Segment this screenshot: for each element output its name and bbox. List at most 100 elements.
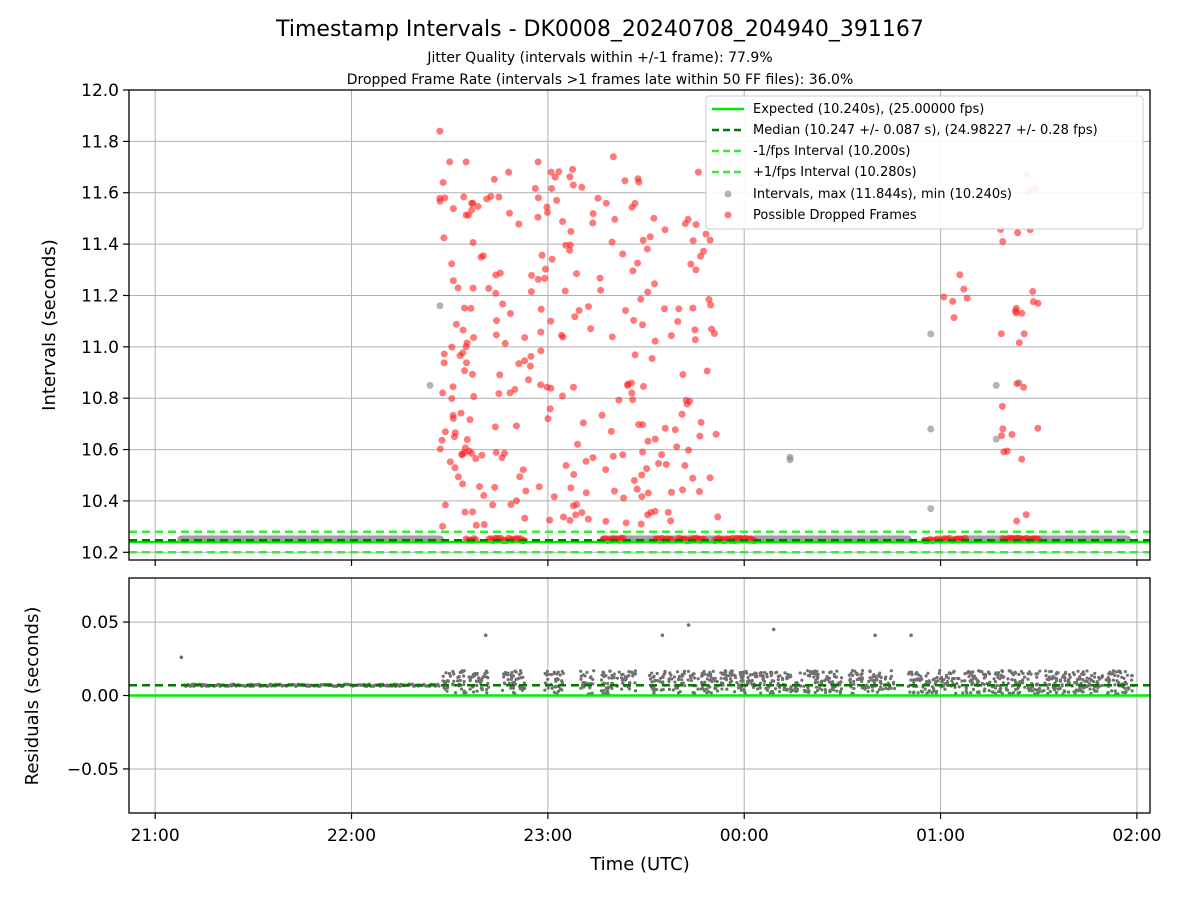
residual-point: [813, 690, 817, 695]
residual-point: [506, 677, 510, 682]
dropped-frame-point: [644, 288, 652, 296]
residual-point: [949, 672, 953, 676]
residual-point: [709, 691, 713, 695]
residual-point: [772, 679, 776, 683]
residual-point: [724, 670, 728, 674]
residual-point: [1111, 678, 1115, 682]
dropped-frame-point: [582, 489, 590, 497]
dropped-frame-point: [631, 351, 639, 359]
residual-point: [579, 669, 583, 673]
dropped-frame-point: [480, 491, 488, 499]
dropped-frame-point: [679, 486, 687, 494]
dropped-frame-point: [611, 215, 619, 223]
residual-point: [815, 688, 820, 693]
residual-point: [746, 675, 750, 679]
residual-point: [506, 671, 510, 675]
residual-point: [1061, 675, 1065, 679]
interval-point: [927, 425, 935, 433]
residual-point: [969, 691, 973, 695]
residual-point: [620, 687, 624, 691]
dropped-frame-point: [449, 205, 457, 213]
residual-point: [716, 689, 720, 693]
residual-point: [460, 670, 464, 674]
residual-point: [866, 689, 870, 694]
residual-point: [1046, 686, 1050, 690]
residual-point: [633, 689, 638, 693]
residual-point: [924, 674, 928, 678]
residual-point: [592, 669, 596, 673]
residual-point: [934, 691, 938, 695]
residual-point: [932, 677, 936, 681]
residual-point: [1030, 689, 1034, 693]
residual-point: [964, 686, 968, 690]
residual-point: [823, 679, 827, 683]
residual-point: [671, 688, 675, 692]
dropped-frame-point: [602, 199, 610, 207]
dropped-frame-point: [506, 209, 514, 217]
residual-point: [462, 679, 466, 684]
dropped-frame-point: [449, 411, 457, 419]
residual-point: [705, 687, 709, 691]
dropped-frame-point: [648, 355, 656, 363]
residual-point: [1096, 686, 1100, 690]
dropped-frame-point: [441, 501, 449, 509]
dropped-frame-point: [561, 287, 569, 295]
dropped-frame-point: [691, 336, 699, 344]
residual-point: [940, 680, 944, 684]
dropped-frame-point: [643, 465, 651, 473]
residual-point: [1026, 672, 1030, 676]
residual-point: [1074, 688, 1078, 692]
residual-point: [998, 677, 1002, 681]
residual-point: [923, 687, 927, 691]
residual-point: [585, 670, 589, 674]
residual-point: [781, 678, 785, 682]
residual-point: [546, 677, 550, 681]
residual-point: [912, 690, 916, 694]
residual-point: [514, 677, 518, 681]
residual-point: [971, 674, 975, 678]
dropped-frame-point: [469, 508, 477, 516]
residual-point: [919, 689, 923, 693]
residual-point: [859, 673, 863, 677]
residual-point: [835, 669, 839, 673]
dropped-frame-point: [655, 460, 663, 468]
dropped-frame-point: [490, 175, 498, 183]
residual-point: [847, 673, 851, 677]
residual-point: [927, 680, 931, 684]
residual-point: [964, 688, 968, 693]
residual-point: [692, 672, 696, 676]
dropped-frame-point: [479, 252, 487, 260]
residual-point: [875, 690, 880, 694]
dropped-frame-point: [574, 440, 582, 448]
intervals-y-tick-label: 11.8: [81, 132, 119, 152]
residual-point: [1104, 678, 1108, 682]
residual-point: [610, 673, 614, 678]
residual-point: [884, 686, 888, 691]
residual-point: [774, 671, 778, 675]
residual-point: [1017, 672, 1021, 677]
residual-point: [798, 671, 802, 675]
residual-point: [658, 680, 662, 684]
residual-point: [1123, 669, 1128, 674]
residual-point: [686, 669, 691, 673]
residual-point: [875, 678, 879, 682]
dropped-frame-point: [1013, 517, 1021, 525]
residual-point: [1053, 686, 1057, 690]
dropped-frame-point: [667, 332, 675, 340]
residual-point: [633, 681, 637, 685]
residual-point: [753, 671, 757, 675]
residual-point: [623, 678, 628, 682]
dropped-frame-point: [695, 488, 703, 496]
dropped-frame-point: [598, 411, 606, 419]
residual-point: [1037, 686, 1042, 691]
residual-point: [739, 685, 743, 689]
residual-point: [892, 686, 897, 691]
residual-point: [1015, 687, 1020, 691]
dropped-frame-point: [495, 390, 503, 398]
residual-point: [683, 684, 687, 688]
dropped-frame-point: [440, 359, 448, 367]
dropped-frame-point: [639, 448, 647, 456]
residual-point: [809, 671, 813, 675]
dropped-frame-point: [515, 360, 523, 368]
residual-point: [680, 678, 684, 682]
